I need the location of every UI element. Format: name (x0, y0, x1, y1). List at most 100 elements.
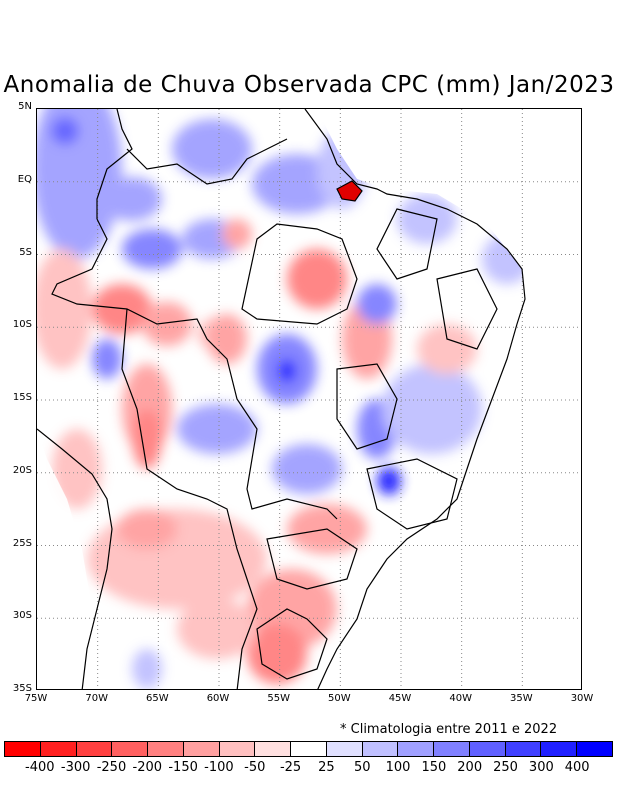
precipitation-anomaly-map (37, 109, 581, 689)
longitude-label: 70W (85, 693, 108, 704)
longitude-label: 65W (146, 693, 169, 704)
climatology-note: * Climatologia entre 2011 e 2022 (340, 722, 558, 737)
colorbar-segment (505, 742, 542, 756)
country-borders (37, 109, 526, 689)
latitude-label: 15S (12, 392, 32, 403)
anomaly-blob (177, 404, 257, 454)
anomaly-blob (172, 119, 252, 179)
colorbar-label: -50 (244, 760, 266, 775)
latitude-label: 20S (12, 464, 32, 476)
colorbar-label: -250 (96, 760, 127, 775)
colorbar-segment (112, 742, 149, 756)
anomaly-field (37, 109, 532, 689)
latitude-label: 35S (12, 683, 32, 694)
colorbar-segment (434, 742, 470, 756)
colorbar-label: 200 (457, 760, 483, 775)
brazil-west-border (51, 218, 338, 520)
colorbar-segment (398, 742, 435, 756)
anomaly-blob (37, 109, 122, 259)
latitude-label: 5N (18, 101, 32, 112)
ocean-mask (37, 109, 581, 689)
colorbar-segment (5, 742, 41, 756)
anomaly-blob (277, 359, 297, 383)
colorbar-labels: -400 -300 -250 -200 -150 -100 -50 -25 25 50 100 150… (0, 760, 618, 778)
colorbar-label: -200 (132, 760, 163, 775)
latitude-label: EQ (17, 173, 32, 185)
map-title: Anomalia de Chuva Observada CPC (mm) Jan… (3, 72, 615, 98)
states-border (266, 528, 358, 590)
colorbar-label: 100 (385, 760, 411, 775)
longitude-label: 55W (267, 693, 290, 704)
colorbar-segment (362, 742, 399, 756)
colorbar-segment (577, 742, 613, 756)
atlantic-coastline (304, 109, 526, 689)
anomaly-blob (207, 314, 247, 364)
colorbar-segment (219, 742, 256, 756)
anomaly-blob (287, 249, 347, 309)
anomaly-blob (132, 409, 162, 469)
colorbar-label: -100 (204, 760, 234, 775)
anomaly-blob (272, 444, 342, 494)
latitude-label: 25S (12, 537, 32, 549)
colorbar-segment (255, 742, 292, 756)
colorbar-segment (148, 742, 184, 756)
map-gridlines (37, 109, 581, 689)
anomaly-blob (122, 229, 182, 269)
map-frame (36, 108, 582, 690)
colorbar-label: 250 (493, 760, 518, 775)
states-border (376, 208, 438, 280)
anomaly-blob (102, 177, 162, 221)
longitude-label: 40W (449, 693, 472, 704)
longitude-label: 45W (388, 693, 412, 704)
colorbar-label: 150 (421, 760, 447, 775)
anomaly-blob (177, 599, 257, 659)
venezuela-border (96, 109, 133, 219)
colorbar-segment (326, 742, 363, 756)
anomaly-blob (222, 219, 252, 249)
anomaly-blob (382, 364, 482, 454)
anomaly-blob (377, 467, 401, 495)
states-border (436, 268, 498, 350)
longitude-label: 30W (570, 693, 594, 704)
anomaly-blob (417, 324, 477, 374)
colorbar-label: 50 (353, 760, 371, 775)
colorbar-label: 300 (528, 760, 554, 775)
colorbar-segment (183, 742, 220, 756)
colorbar-label: -25 (279, 760, 302, 775)
uruguay-border (256, 608, 328, 680)
states-border (366, 458, 458, 530)
latitude-label: 10S (12, 319, 32, 331)
colorbar-label: -300 (60, 760, 91, 775)
anomaly-blob (51, 117, 79, 145)
andes-coastline (37, 428, 113, 689)
states-border (336, 363, 398, 450)
marajo-island (336, 180, 363, 202)
colorbar-label: -400 (25, 760, 55, 775)
longitude-label: 50W (328, 693, 351, 704)
longitude-label: 75W (24, 693, 48, 704)
colorbar-segment (469, 742, 506, 756)
colorbar-label: 25 (318, 760, 335, 775)
longitude-label: 35W (510, 693, 533, 704)
anomaly-blob (357, 284, 397, 324)
anomaly-blob (52, 429, 102, 509)
colorbar-segment (76, 742, 113, 756)
colorbar-segment (541, 742, 578, 756)
anomaly-blob (397, 194, 457, 244)
colorbar (4, 741, 613, 757)
colorbar-segment (291, 742, 327, 756)
anomaly-blob (92, 339, 122, 379)
colorbar-label: -150 (168, 760, 198, 775)
argentina-border (121, 308, 258, 689)
amazon-delta-islands (336, 180, 363, 202)
anomaly-blob (117, 509, 177, 549)
states-border (241, 223, 358, 325)
latitude-label: 30S (12, 610, 32, 622)
longitude-label: 60W (206, 693, 230, 704)
latitude-label: 5S (19, 246, 32, 258)
anomaly-blob (132, 649, 162, 689)
colorbar-label: 400 (564, 760, 590, 775)
anomaly-blob (142, 302, 192, 346)
anomaly-blob (37, 249, 92, 369)
anomaly-blob (247, 624, 307, 684)
